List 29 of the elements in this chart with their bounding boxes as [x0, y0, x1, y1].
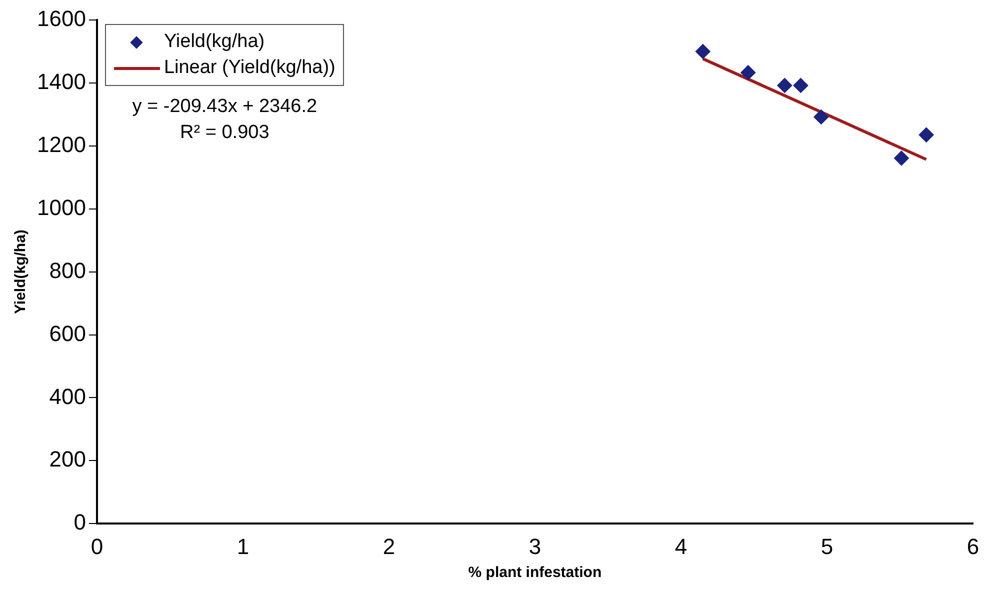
point	[918, 127, 934, 142]
point	[740, 65, 756, 80]
point	[695, 44, 710, 59]
point	[793, 78, 808, 93]
x-axis-title: % plant infestation	[468, 564, 602, 582]
y-tick-label: 1600	[36, 6, 86, 32]
legend-label: Yield(kg/ha)	[164, 31, 265, 53]
y-tick-label: 1400	[36, 69, 86, 94]
x-tick-label: 1	[236, 534, 250, 559]
annotation: R² = 0.903	[179, 121, 270, 145]
point	[777, 78, 792, 93]
y-tick-label: 0	[74, 510, 86, 535]
y-tick-label: 800	[49, 258, 86, 283]
y-tick-label: 600	[49, 320, 86, 346]
x-tick-label: 0	[90, 534, 104, 559]
y-tick-label: 400	[49, 384, 86, 409]
point	[894, 150, 909, 166]
x-tick-label: 3	[528, 534, 542, 559]
x-tick-label: 4	[674, 534, 688, 559]
x-tick-label: 6	[966, 534, 980, 559]
x-tick-label: 2	[382, 534, 396, 559]
legend-label: Linear (Yield(kg/ha))	[164, 57, 336, 79]
y-axis-title: Yield(kg/ha)	[12, 230, 30, 314]
x-tick-label: 5	[820, 534, 834, 559]
point	[814, 109, 829, 124]
y-tick-label: 1200	[36, 132, 86, 157]
y-tick-label: 200	[49, 446, 86, 472]
y-tick-label: 1000	[36, 194, 86, 220]
annotation: y = -209.43x + 2346.2	[131, 95, 318, 119]
